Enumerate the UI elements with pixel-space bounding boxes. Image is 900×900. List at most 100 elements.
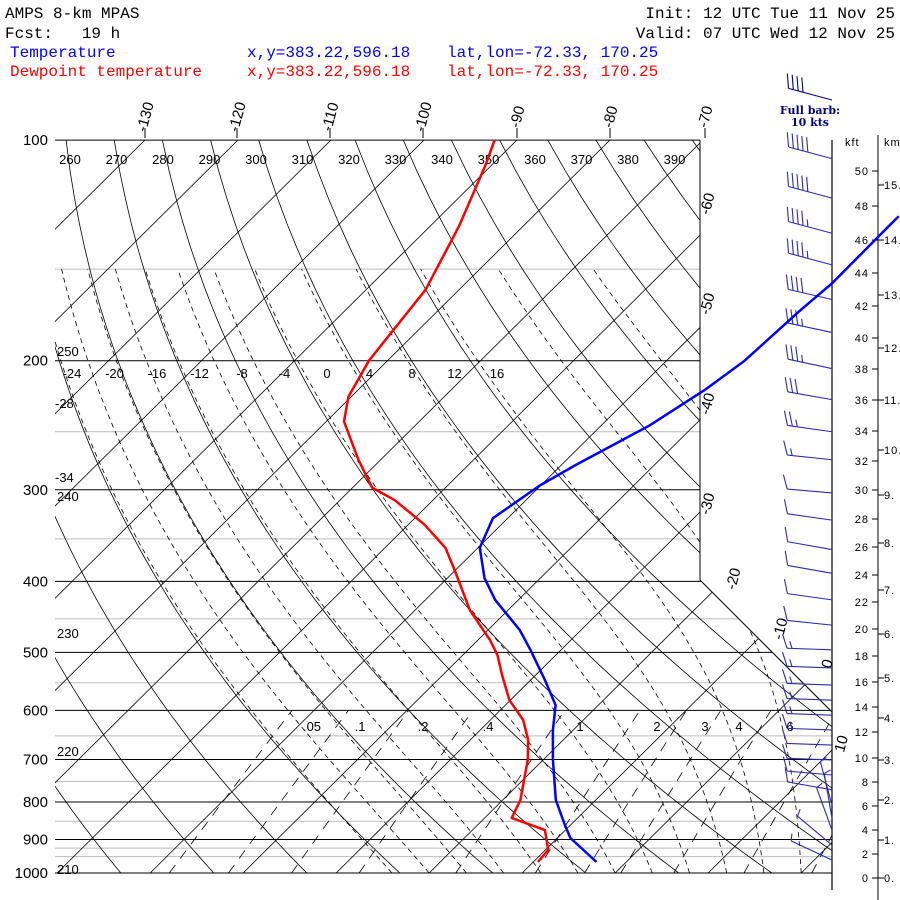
barb-shaft (787, 727, 833, 731)
mixing-ratio-line (584, 710, 687, 873)
wind-barb (783, 499, 833, 521)
moist-left-label: -34 (55, 470, 74, 485)
km-label: 2. (884, 795, 895, 807)
wind-barb (783, 605, 833, 626)
mixing-ratio-label: .2 (418, 719, 429, 734)
wind-barb (783, 440, 833, 461)
moist-adiabat (115, 268, 504, 873)
wind-barb (784, 377, 833, 401)
legend-label: Dewpoint temperature (10, 63, 202, 81)
theta-left-label: 220 (57, 744, 79, 759)
dry-adiabat (162, 140, 680, 873)
mixing-ratio-label: .4 (483, 719, 494, 734)
barb-full (786, 238, 790, 254)
km-label: 0. (884, 873, 895, 885)
mixing-ratio-line (228, 710, 349, 873)
dry-adiabat (55, 140, 308, 873)
mixing-ratio-label: 1 (576, 719, 583, 734)
legend-latlon: lat,lon=-72.33, 170.25 (447, 44, 658, 62)
km-label: 6. (884, 629, 895, 641)
km-label: 4. (884, 713, 895, 725)
wind-barb (785, 274, 833, 301)
km-title: km (884, 137, 900, 149)
mixing-ratio-line (811, 710, 832, 873)
isotherm (428, 140, 832, 873)
barb-half (789, 691, 793, 699)
barb-legend-line2: 10 kts (791, 116, 829, 129)
barb-shaft (790, 840, 833, 861)
theta-label: 320 (338, 152, 360, 167)
isotherm-side-label: 10 (831, 734, 852, 755)
barb-full (791, 133, 794, 149)
mixing-ratio-line (455, 710, 565, 873)
theta-label: 380 (617, 152, 639, 167)
mixing-ratio-label: .05 (303, 719, 321, 734)
barb-half (795, 419, 798, 427)
isotherm (335, 140, 832, 873)
moist-adiabat (87, 268, 467, 873)
wind-barb (784, 550, 833, 574)
kft-label: 18 (855, 651, 869, 663)
pressure-label: 800 (23, 794, 48, 811)
barb-full (785, 344, 789, 360)
barb-full (801, 242, 804, 258)
theta-label: 270 (106, 152, 128, 167)
dry-adiabat (258, 140, 832, 873)
isotherm (521, 140, 832, 873)
moist-adiabat (420, 268, 765, 873)
isotherm-top-label: -130 (134, 100, 158, 133)
wind-barb (785, 308, 833, 333)
km-label: 11. (884, 395, 900, 407)
model-title: AMPS 8-km MPAS (5, 5, 139, 23)
mixing-ratio-line (534, 710, 641, 873)
barb-full (796, 240, 799, 256)
isotherm-top-label: -80 (600, 104, 622, 129)
barb-half (816, 782, 823, 789)
barb-shaft (788, 146, 833, 160)
isotherm (614, 140, 832, 873)
isotherm (56, 140, 797, 873)
mixing-ratio-label: .1 (355, 719, 366, 734)
barb-shaft (787, 488, 833, 494)
wind-barb (781, 699, 833, 716)
isotherm (55, 140, 332, 873)
kft-label: 24 (855, 570, 869, 582)
barb-full (784, 377, 789, 392)
barb-shaft (787, 593, 833, 601)
isotherm-side-label: -30 (697, 491, 719, 516)
moist-adiabat-label: -24 (63, 366, 82, 381)
legend-latlon: lat,lon=-72.33, 170.25 (447, 63, 658, 81)
kft-label: 26 (855, 542, 869, 554)
barb-full (783, 578, 788, 594)
moist-adiabat-label: 0 (323, 366, 330, 381)
isotherm-side-label: -60 (697, 191, 719, 216)
barb-full (791, 74, 794, 90)
km-label: 3. (884, 755, 895, 767)
mixing-ratio-line (620, 710, 722, 873)
wind-barb (781, 633, 833, 651)
barb-shaft (787, 322, 833, 333)
barb-shaft (787, 358, 833, 370)
wind-barb (781, 714, 833, 731)
km-label: 15. (884, 180, 900, 192)
moist-adiabat (177, 268, 579, 873)
isotherm (242, 140, 832, 873)
wind-barb (790, 833, 833, 861)
isotherm-top-label: -90 (507, 104, 529, 129)
dry-adiabat (55, 140, 401, 873)
kft-label: 46 (855, 235, 869, 247)
wind-barb (781, 744, 833, 761)
wind-barb (786, 73, 833, 101)
isotherm (55, 140, 425, 873)
init-time: Init: 12 UTC Tue 11 Nov 25 (645, 5, 895, 23)
moist-left-label: -28 (55, 396, 74, 411)
barb-half (820, 756, 827, 763)
barb-full (795, 346, 799, 362)
legend-dewpoint: Dewpoint temperature x,y=383.22,596.18 l… (10, 63, 658, 81)
legend-temperature: Temperature x,y=383.22,596.18 lat,lon=-7… (10, 44, 658, 62)
barb-full (786, 73, 790, 89)
barb-full (806, 176, 809, 192)
barb-full (783, 605, 788, 621)
wind-barb (784, 527, 833, 551)
legend-label: Temperature (10, 44, 116, 62)
